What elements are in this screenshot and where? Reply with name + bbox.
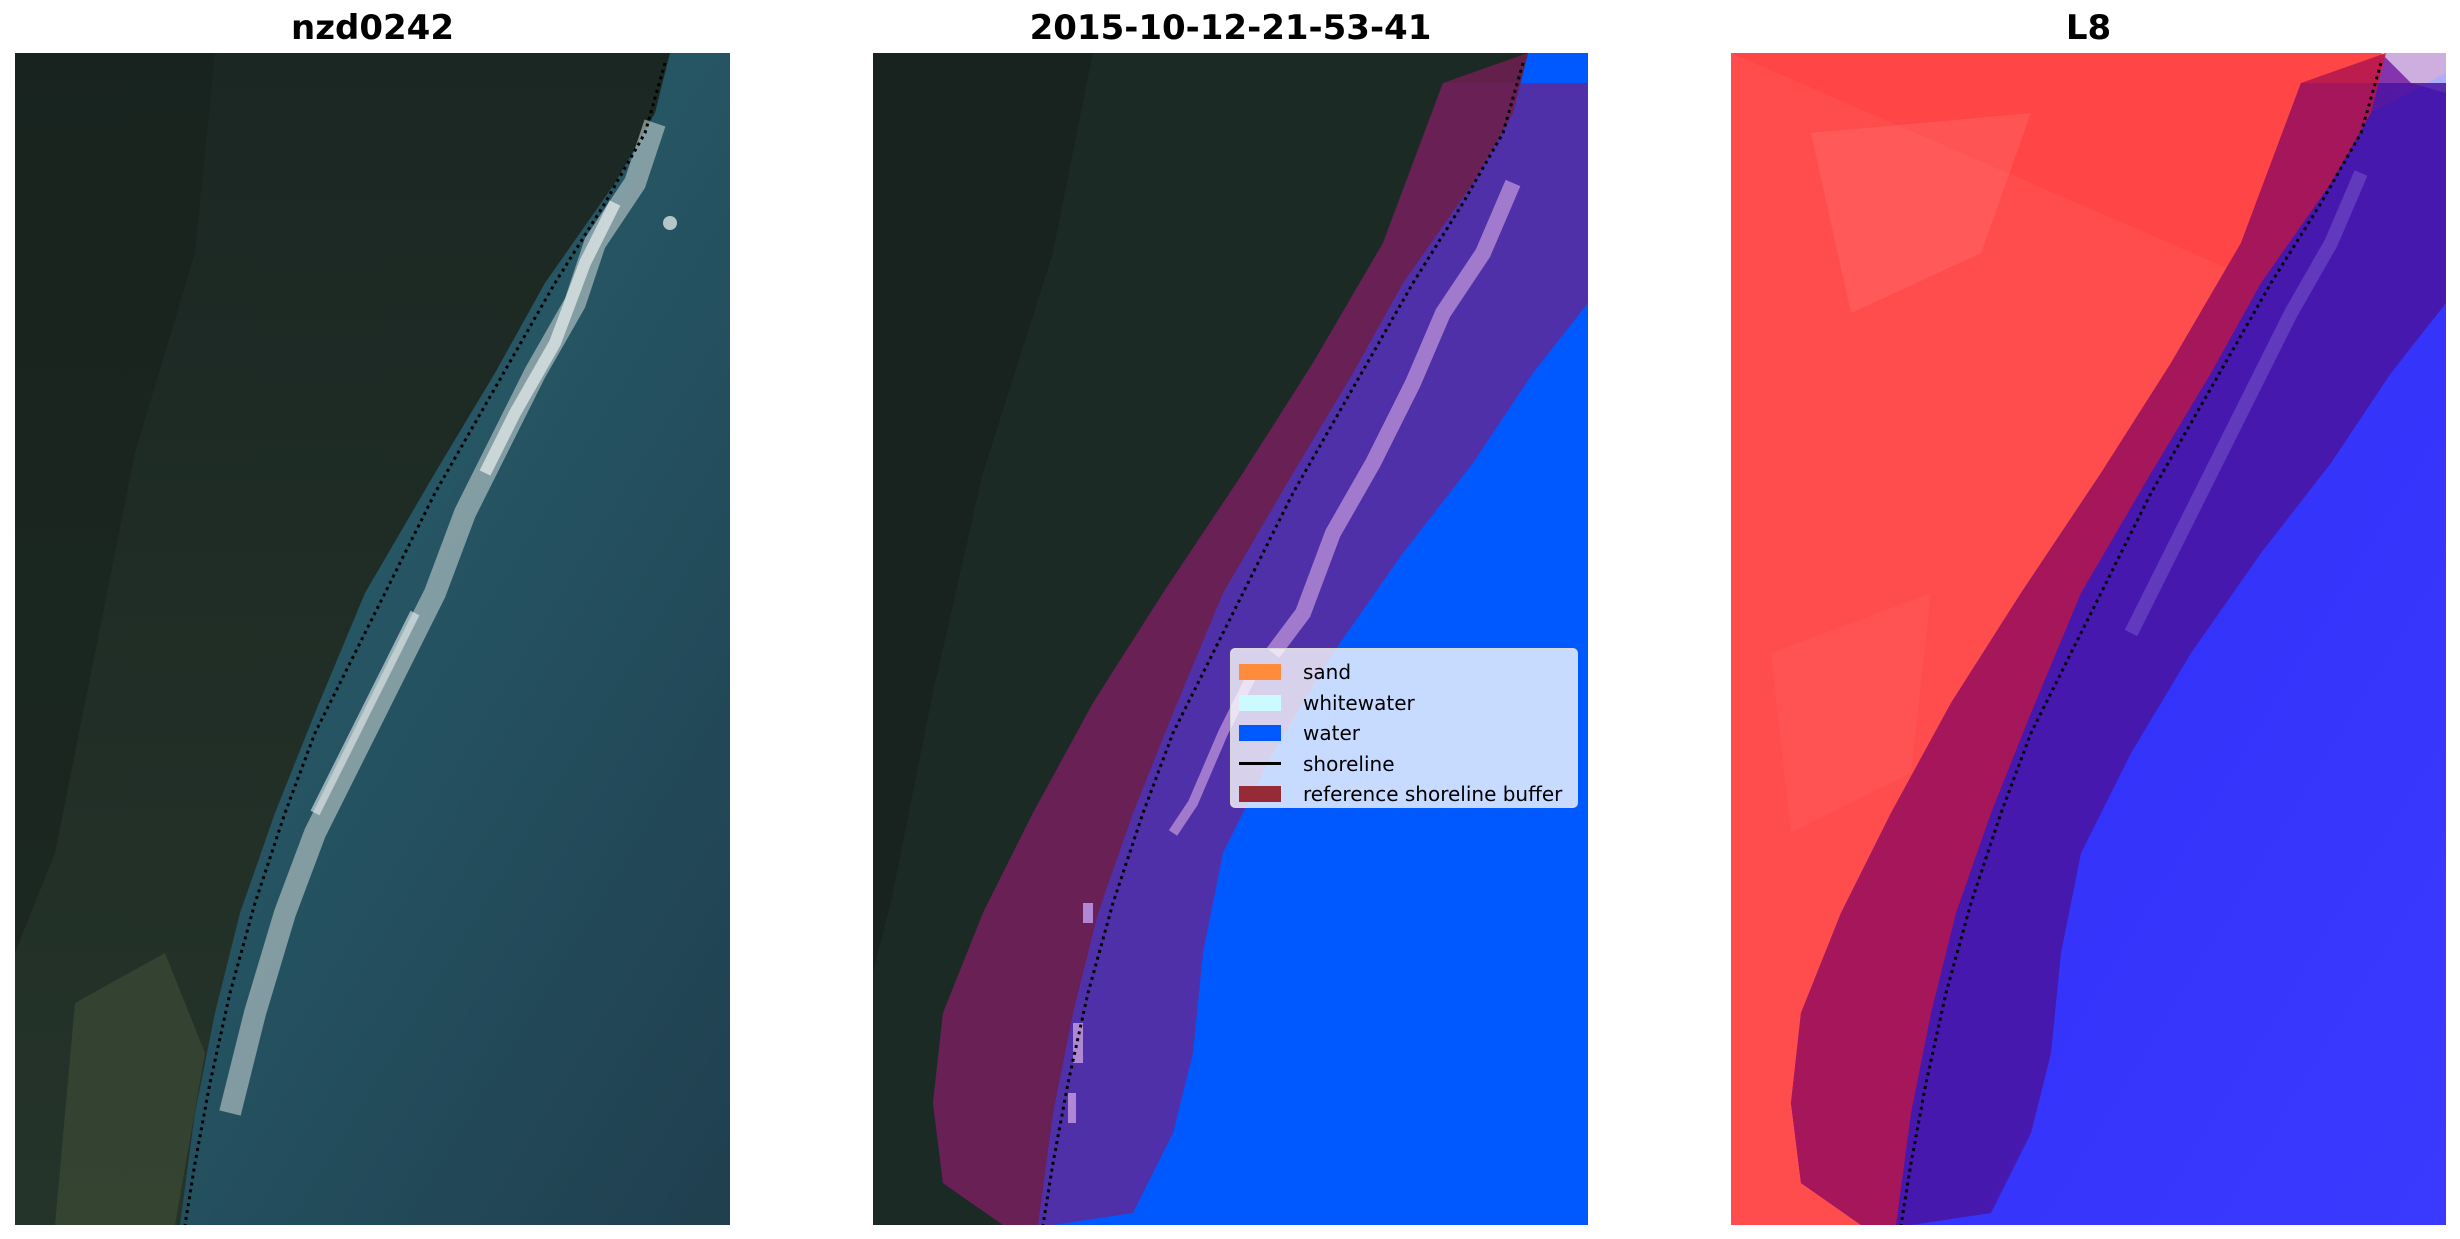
water-swatch — [1239, 725, 1281, 742]
classified-image — [873, 53, 1588, 1225]
index-image-panel — [1731, 53, 2446, 1225]
legend-item-water: water — [1239, 718, 1569, 749]
legend-item-buffer: reference shoreline buffer — [1239, 779, 1569, 810]
shoreline-line — [1899, 62, 2383, 1225]
legend-label: reference shoreline buffer — [1303, 782, 1563, 807]
legend-label: whitewater — [1303, 690, 1415, 715]
legend-label: shoreline — [1303, 751, 1395, 776]
legend: sand whitewater water shoreline referenc… — [1230, 648, 1578, 808]
sand-swatch — [1239, 664, 1281, 681]
classified-image-panel — [873, 53, 1588, 1225]
whitewater-swatch — [1239, 694, 1281, 711]
shoreline-swatch — [1239, 762, 1281, 766]
panel-title-classified: 2015-10-12-21-53-41 — [1029, 8, 1432, 48]
shoreline-line — [1041, 62, 1525, 1225]
legend-label: water — [1303, 721, 1360, 746]
legend-label: sand — [1303, 660, 1352, 685]
legend-item-sand: sand — [1239, 657, 1569, 688]
buffer-swatch — [1239, 786, 1281, 803]
panel-title-index: L8 — [2065, 8, 2112, 48]
index-image — [1731, 53, 2446, 1225]
panel-title-rgb: nzd0242 — [291, 8, 454, 48]
legend-item-shoreline: shoreline — [1239, 749, 1569, 780]
rgb-satellite-image — [15, 53, 730, 1225]
rgb-image-panel — [15, 53, 730, 1225]
shoreline-line — [183, 62, 667, 1225]
legend-item-whitewater: whitewater — [1239, 688, 1569, 719]
